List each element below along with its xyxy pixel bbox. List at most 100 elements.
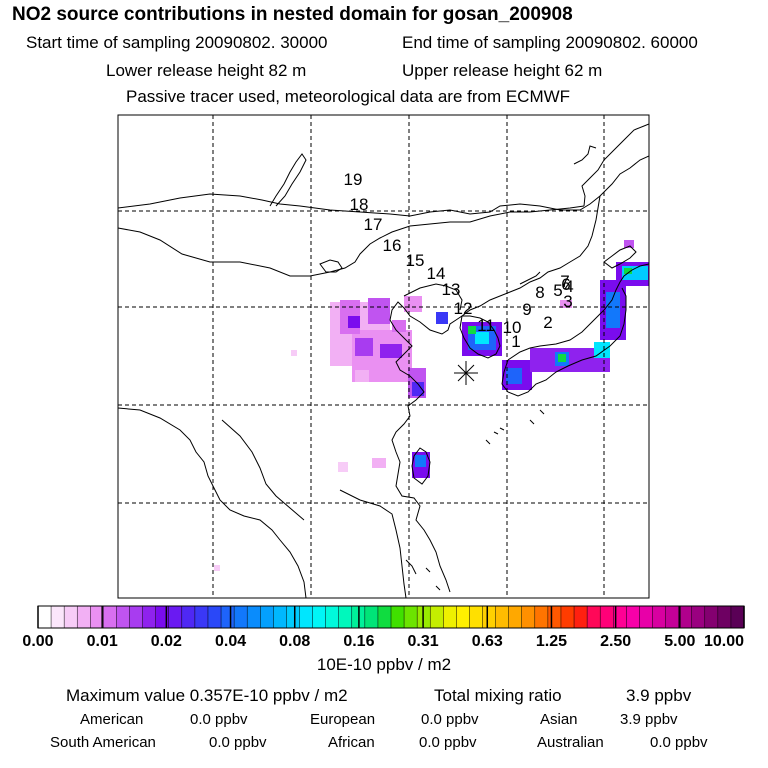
colorbar-tick-label: 1.25 — [536, 633, 567, 650]
map-frame — [117, 114, 650, 599]
receptor-marker-icon — [454, 361, 478, 385]
colorbar-cell — [260, 606, 274, 628]
field-cell — [468, 326, 476, 334]
colorbar-cell — [534, 606, 549, 628]
max-value: Maximum value 0.357E-10 ppbv / m2 — [66, 686, 348, 705]
colorbar-cell — [103, 606, 118, 628]
trajectory-label: 16 — [383, 236, 402, 255]
end-time: End time of sampling 20090802. 60000 — [402, 33, 698, 52]
colorbar-cell — [730, 606, 745, 628]
colorbar-tick-label: 0.63 — [472, 633, 503, 650]
field-cell — [380, 344, 402, 358]
trajectory-label: 6 — [561, 275, 570, 294]
trajectory-label: 13 — [442, 280, 461, 299]
colorbar-tick-label: 0.04 — [215, 633, 246, 650]
colorbar-cell — [273, 606, 287, 628]
field-cell — [606, 292, 620, 328]
total-value: 3.9 ppbv — [626, 686, 692, 705]
field-cell — [624, 268, 632, 274]
region-name-european: European — [310, 711, 376, 728]
colorbar-cell — [77, 606, 91, 628]
field-cell — [436, 312, 448, 324]
start-time: Start time of sampling 20090802. 30000 — [26, 33, 328, 52]
colorbar-cell — [207, 606, 222, 628]
colorbar-cell — [247, 606, 261, 628]
field-cell — [355, 370, 369, 382]
coastlines — [118, 123, 649, 598]
field-cell — [624, 240, 634, 248]
trajectory-label: 12 — [454, 299, 473, 318]
colorbar-cell — [377, 606, 392, 628]
colorbar-cell — [469, 606, 484, 628]
colorbar-cell — [312, 606, 327, 628]
trajectory-label: 15 — [406, 251, 425, 270]
lower-release-height: Lower release height 82 m — [106, 61, 307, 80]
colorbar-cell — [613, 606, 627, 628]
field-cell — [348, 316, 360, 328]
region-value-european: 0.0 ppbv — [421, 711, 479, 728]
field-cell — [560, 300, 572, 308]
chart-title: NO2 source contributions in nested domai… — [12, 4, 573, 25]
colorbar-cell — [717, 606, 732, 628]
colorbar-cell — [325, 606, 340, 628]
colorbar-cell — [129, 606, 144, 628]
colorbar-cell — [521, 606, 536, 628]
trajectory-label: 11 — [477, 316, 495, 335]
colorbar-tick-label: 0.02 — [151, 633, 182, 650]
colorbar-tick-label: 0.16 — [343, 633, 374, 650]
region-name-south-american: South American — [50, 734, 156, 751]
field-cell — [558, 354, 566, 362]
field-cell — [506, 368, 522, 384]
upper-release-height: Upper release height 62 m — [402, 61, 603, 80]
field-cell — [368, 298, 390, 324]
region-value-asian: 3.9 ppbv — [620, 711, 678, 728]
trajectory-label: 17 — [364, 215, 383, 234]
colorbar-cell — [456, 606, 471, 628]
trajectory-label: 3 — [563, 292, 572, 311]
region-name-australian: Australian — [537, 734, 604, 751]
region-name-american: American — [80, 711, 144, 728]
colorbar-tick-label: 0.01 — [87, 633, 118, 650]
colorbar-cell — [626, 606, 640, 628]
colorbar-cell — [600, 606, 614, 628]
colorbar-cell — [168, 606, 183, 628]
colorbar-cell — [547, 606, 562, 628]
grid — [118, 115, 649, 598]
field-cell — [355, 338, 373, 356]
region-name-african: African — [328, 734, 375, 751]
colorbar-cell — [51, 606, 65, 628]
region-value-american: 0.0 ppbv — [190, 711, 248, 728]
colorbar-tick-label: 2.50 — [600, 633, 631, 650]
trajectory-label: 4 — [564, 277, 573, 296]
colorbar-cell — [691, 606, 706, 628]
trajectory-label: 14 — [427, 264, 446, 283]
colorbar-cell — [38, 606, 52, 628]
colorbar-cell — [417, 606, 431, 628]
colorbar-cell — [155, 606, 170, 628]
tracer-note: Passive tracer used, meteorological data… — [126, 87, 571, 106]
trajectory-label: 9 — [522, 300, 531, 319]
colorbar-cell — [391, 606, 405, 628]
colorbar-cell — [299, 606, 314, 628]
trajectory-label: 1 — [511, 332, 520, 351]
colorbar-cell — [404, 606, 418, 628]
colorbar-cell — [508, 606, 523, 628]
colorbar-unit: 10E-10 ppbv / m2 — [316, 655, 452, 674]
colorbar-cell — [64, 606, 78, 628]
field-cell — [475, 332, 489, 344]
region-value-south-american: 0.0 ppbv — [209, 734, 267, 751]
colorbar-tick-label: 0.31 — [408, 633, 439, 650]
colorbar-tick-label: 5.00 — [664, 633, 695, 650]
colorbar-tick-label: 0.00 — [22, 633, 53, 650]
colorbar-cell — [286, 606, 301, 628]
colorbar-cell — [678, 606, 693, 628]
field-cell — [291, 350, 297, 356]
trajectory-label: 10 — [503, 318, 522, 337]
trajectory-label: 8 — [535, 283, 544, 302]
total-label: Total mixing ratio — [434, 686, 562, 705]
trajectory-label: 2 — [543, 313, 552, 332]
field-cell — [372, 458, 386, 468]
colorbar-cell — [116, 606, 131, 628]
